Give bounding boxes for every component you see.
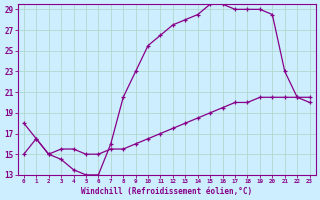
X-axis label: Windchill (Refroidissement éolien,°C): Windchill (Refroidissement éolien,°C) xyxy=(81,187,252,196)
